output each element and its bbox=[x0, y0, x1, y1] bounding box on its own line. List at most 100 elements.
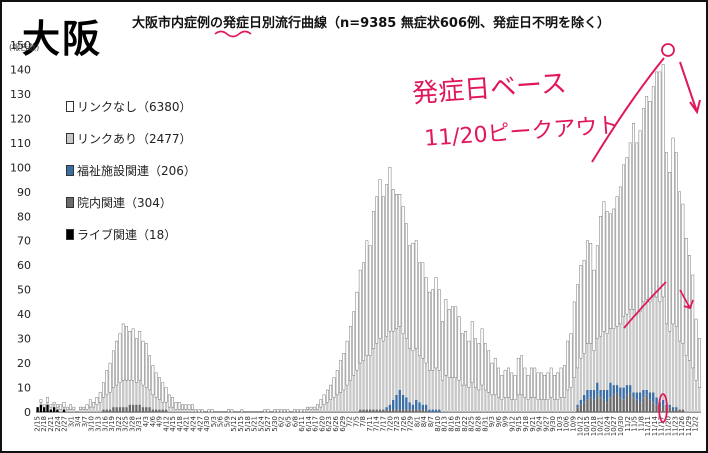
bar-segment bbox=[359, 409, 362, 412]
bar-segment bbox=[365, 355, 369, 410]
x-tick-label: 10/3 bbox=[556, 416, 564, 432]
bar-segment bbox=[474, 338, 477, 388]
x-tick-label: 3/16 bbox=[101, 415, 109, 431]
bar-segment bbox=[125, 407, 128, 412]
y-tick-label: 80 bbox=[17, 210, 31, 223]
bar-segment bbox=[474, 387, 477, 412]
bar-segment bbox=[424, 404, 428, 410]
bar-segment bbox=[358, 269, 362, 364]
x-tick-label: 5/30 bbox=[271, 416, 279, 432]
bar-segment bbox=[595, 245, 599, 339]
x-tick-label: 7/23 bbox=[393, 416, 401, 432]
x-tick-label: 7/29 bbox=[407, 416, 415, 432]
bar-segment bbox=[569, 333, 573, 388]
x-tick-label: 6/20 bbox=[318, 416, 326, 432]
x-tick-label: 8/4 bbox=[420, 415, 428, 427]
x-tick-label: 2/15 bbox=[33, 416, 41, 432]
bar-segment bbox=[230, 409, 234, 413]
bar-segment bbox=[589, 397, 592, 412]
bar-segment bbox=[645, 394, 648, 412]
x-tick-label: 9/12 bbox=[508, 416, 516, 432]
bar-segment bbox=[622, 316, 625, 388]
bar-segment bbox=[382, 409, 385, 412]
bar-segment bbox=[398, 409, 401, 412]
bar-segment bbox=[444, 375, 448, 412]
bar-segment bbox=[572, 301, 576, 378]
bar-segment bbox=[681, 203, 685, 344]
bar-segment bbox=[345, 385, 349, 412]
bar-segment bbox=[112, 387, 115, 408]
bar-segment bbox=[69, 409, 72, 412]
bar-segment bbox=[635, 399, 638, 412]
bar-segment bbox=[467, 387, 471, 412]
bar-segment bbox=[500, 399, 504, 412]
bar-segment bbox=[681, 343, 685, 410]
bar-segment bbox=[401, 333, 405, 395]
bar-segment bbox=[665, 404, 668, 408]
bar-segment bbox=[395, 394, 398, 410]
bar-segment bbox=[171, 407, 174, 412]
bar-segment bbox=[62, 402, 66, 408]
bar-segment bbox=[559, 397, 563, 412]
bar-segment bbox=[164, 402, 168, 410]
bar-segment bbox=[240, 409, 244, 413]
x-tick-label: 11/5 bbox=[631, 416, 639, 432]
bar-segment bbox=[388, 331, 392, 405]
bar-segment bbox=[293, 409, 296, 413]
x-tick-label: 6/11 bbox=[298, 416, 306, 432]
bar-segment bbox=[352, 375, 355, 412]
bar-segment bbox=[56, 404, 59, 408]
bar-segment bbox=[549, 367, 553, 398]
bar-segment bbox=[694, 380, 698, 412]
bar-segment bbox=[592, 350, 596, 390]
bar-segment bbox=[125, 326, 128, 381]
bar-segment bbox=[599, 216, 602, 337]
bar-segment bbox=[471, 382, 474, 412]
bar-segment bbox=[533, 397, 536, 412]
bar-segment bbox=[65, 406, 69, 410]
bar-segment bbox=[283, 409, 286, 413]
bar-segment bbox=[135, 338, 138, 383]
bar-segment bbox=[395, 409, 398, 412]
bar-segment bbox=[615, 385, 619, 393]
bar-segment bbox=[431, 370, 434, 410]
bar-segment bbox=[138, 380, 141, 405]
bar-segment bbox=[391, 189, 395, 332]
bar-segment bbox=[375, 409, 378, 412]
bar-segment bbox=[395, 194, 398, 330]
bar-segment bbox=[349, 380, 352, 412]
bar-segment bbox=[39, 402, 43, 405]
bar-segment bbox=[428, 409, 431, 412]
bar-segment bbox=[158, 399, 161, 410]
legend-swatch bbox=[66, 197, 74, 208]
bar-segment bbox=[576, 284, 579, 369]
bar-segment bbox=[642, 397, 645, 412]
bar-segment bbox=[135, 382, 138, 405]
bar-segment bbox=[671, 409, 675, 412]
bar-segment bbox=[467, 340, 471, 388]
bar-segment bbox=[161, 402, 164, 410]
y-tick-label: 100 bbox=[10, 161, 31, 174]
x-tick-label: 11/14 bbox=[651, 415, 659, 436]
bar-segment bbox=[398, 194, 402, 327]
x-tick-label: 8/22 bbox=[461, 416, 469, 432]
bar-segment bbox=[49, 409, 52, 412]
bar-segment bbox=[319, 407, 322, 412]
bar-segment bbox=[174, 409, 178, 412]
bar-segment bbox=[105, 370, 109, 396]
x-tick-label: 3/28 bbox=[128, 416, 136, 432]
bar-segment bbox=[398, 389, 401, 410]
bar-segment bbox=[42, 404, 46, 408]
x-tick-label: 7/11 bbox=[366, 416, 374, 432]
y-tick-label: 110 bbox=[10, 137, 31, 150]
bar-segment bbox=[375, 196, 379, 344]
bar-segment bbox=[59, 404, 63, 410]
x-tick-label: 7/8 bbox=[359, 416, 367, 427]
bar-segment bbox=[98, 392, 102, 403]
bar-segment bbox=[92, 407, 95, 412]
bar-segment bbox=[161, 409, 164, 412]
bar-segment bbox=[688, 360, 691, 412]
bar-segment bbox=[635, 142, 639, 315]
chart-title: 大阪市内症例の発症日別流行曲線（n=9385 無症状606例、発症日不明を除く） bbox=[132, 16, 610, 31]
bar-segment bbox=[688, 255, 691, 361]
